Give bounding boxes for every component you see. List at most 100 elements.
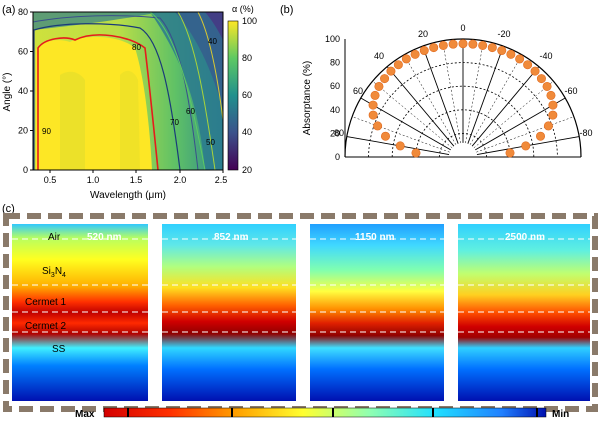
wavelength-label-1150: 1150 nm [355,232,395,243]
wavelength-label-852: 852 nm [214,232,249,243]
polar-point [386,66,396,76]
polar-point [515,54,525,64]
contour-label-40: 40 [208,37,217,46]
angle-label: 20 [418,29,428,39]
polar-point [536,131,546,141]
polar-point [543,121,553,131]
panel-a: (a) 90 80 70 60 50 40 [0,0,270,205]
polar-point [478,40,488,50]
panel-a-figure: (a) 90 80 70 60 50 40 [2,4,257,201]
r-tick-label: 80 [330,58,340,68]
r-tick-label: 60 [330,81,340,91]
colorbar-tick: 100 [242,16,257,26]
si3n4-main: Si [42,266,51,277]
polar-point [487,43,497,53]
angle-label: -40 [539,51,552,61]
polar-point [410,49,420,59]
polar-spoke [469,54,523,145]
panel-b-polar-chart: (b) 100 80 60 40 20 0 Absorptance (%) 0 … [280,4,593,162]
y-tick-label: 0 [23,165,28,175]
polar-ring [391,85,535,158]
panel-a-label: (a) [2,4,15,16]
polar-point [374,81,384,91]
polar-point [401,54,411,64]
scale-min-label: Min [552,409,569,420]
colorbar: α (%) 100 80 60 40 20 [227,4,257,175]
contour-label-70: 70 [170,118,179,127]
angle-label: 80 [334,128,344,138]
polar-point [393,60,403,70]
polar-point [370,90,380,100]
polar-point [368,100,378,110]
polar-radial-axis: 100 80 60 40 20 0 Absorptance (%) [302,34,346,162]
si3n4-sub1: 3 [51,272,55,279]
polar-spoke [471,66,540,147]
polar-spoke [422,45,459,144]
polar-point [380,74,390,84]
y-axis-title: Angle (°) [2,72,13,111]
layer-label-cermet1: Cermet 1 [25,297,67,308]
polar-spoke [442,40,461,144]
polar-point [411,148,421,158]
layer-label-ss: SS [52,344,66,355]
polar-point [380,131,390,141]
wavelength-label-520: 520 nm [87,232,122,243]
polar-point [395,141,405,151]
polar-point [373,121,383,131]
r-tick-label: 20 [330,128,340,138]
contour-label-80: 80 [132,43,141,52]
polar-point [419,46,429,56]
layer-label-air: Air [48,232,61,243]
polar-point [546,90,556,100]
polar-point [438,40,448,50]
x-axis-a: 0.5 1.0 1.5 2.0 2.5 Wavelength (μm) [44,170,228,201]
panel-b: (b) 100 80 60 40 20 0 Absorptance (%) 0 … [278,0,601,205]
layer-label-si3n4: Si3N4 [42,266,66,279]
polar-grid [344,38,582,158]
polar-point [505,148,515,158]
polar-point [542,81,552,91]
y-tick-label: 60 [18,47,28,57]
angle-label: -80 [579,128,592,138]
contour-label-90: 90 [42,127,51,136]
polar-points [368,39,558,158]
x-tick-label: 1.5 [130,175,143,185]
x-axis-title: Wavelength (μm) [90,190,166,201]
angle-label: -20 [497,29,510,39]
polar-spoke [386,66,455,147]
x-tick-label: 1.0 [87,175,100,185]
panel-c-label: (c) [2,203,15,215]
angle-label: -60 [564,86,577,96]
polar-point [536,74,546,84]
layer-interfaces [12,238,590,333]
panel-c-figure: Air Si3N4 Cermet 1 Cermet 2 SS 520 nm 85… [3,213,598,420]
polar-spoke [476,116,574,153]
polar-point [458,39,468,49]
polar-point [521,141,531,151]
x-tick-label: 2.5 [215,175,228,185]
r-axis-title: Absorptance (%) [302,61,313,135]
polar-ring [415,109,511,158]
polar-point [368,110,378,120]
colorbar-tick: 80 [242,53,252,63]
colorbar-tick: 60 [242,90,252,100]
x-tick-label: 0.5 [44,175,57,185]
polar-point [523,60,533,70]
colorbar-tick: 40 [242,127,252,137]
polar-spoke [372,80,453,149]
x-tick-label: 2.0 [174,175,187,185]
scale-bar-ticks [127,408,538,417]
scale-max-label: Max [75,409,95,420]
contour-label-60: 60 [186,107,195,116]
polar-angle-labels: 0 20 -20 40 -40 60 -60 80 -80 [334,23,593,138]
angle-label: 0 [460,23,465,33]
y-axis-a: 80 60 40 20 0 Angle (°) [2,7,33,175]
field-scale-bar [103,407,547,418]
r-tick-label: 100 [325,34,340,44]
panel-b-label: (b) [280,4,293,16]
polar-point [497,46,507,56]
r-tick-label: 40 [330,105,340,115]
polar-point [468,39,478,49]
polar-spoke [403,54,457,145]
y-tick-label: 20 [18,126,28,136]
